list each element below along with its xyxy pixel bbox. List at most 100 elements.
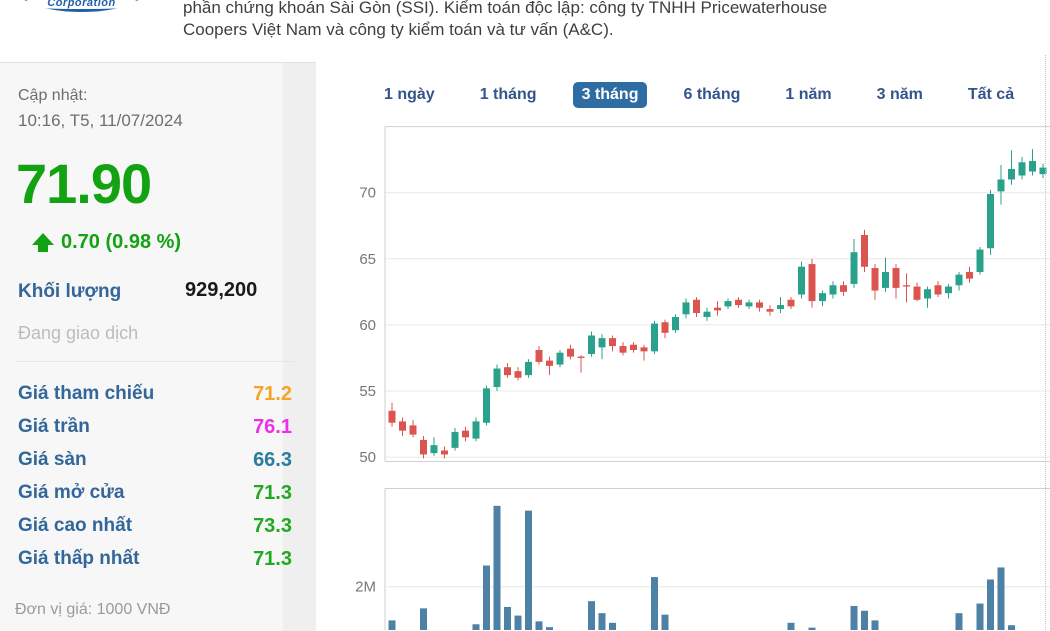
price-axis-label: 70 [359, 185, 376, 202]
candle [745, 302, 753, 307]
candle [735, 299, 742, 306]
candle [777, 305, 784, 310]
volume-bar [861, 610, 868, 630]
volume-bar [388, 620, 396, 630]
volume-bar [997, 567, 1005, 630]
volume-bar [535, 621, 543, 630]
volume-label: Khối lượng [18, 281, 122, 302]
company-logo: Corporation [18, 0, 145, 12]
candle [703, 311, 711, 317]
volume-bar [871, 620, 879, 630]
volume-bar [588, 601, 595, 630]
candle [714, 307, 721, 311]
price-row-value: 71.2 [253, 383, 292, 405]
candle [525, 361, 532, 376]
tab-1-tháng[interactable]: 1 tháng [479, 86, 537, 103]
volume-bar [514, 615, 522, 630]
candle [871, 268, 879, 291]
candle [798, 266, 805, 295]
candle [766, 309, 774, 312]
price-row-value: 76.1 [253, 416, 292, 438]
volume-bar [661, 614, 669, 630]
volume-bar [609, 622, 616, 630]
description-line-2: Coopers Việt Nam và công ty kiểm toán và… [183, 20, 614, 39]
tab-1-năm[interactable]: 1 năm [785, 86, 832, 103]
candle [829, 285, 837, 295]
candle [451, 431, 459, 448]
candle [840, 285, 847, 292]
volume-bar [987, 579, 994, 630]
candle [724, 301, 732, 307]
price-axis-label: 65 [359, 251, 376, 268]
candle [1029, 160, 1036, 172]
description-line-1: phần chứng khoán Sài Gòn (SSI). Kiểm toá… [183, 0, 828, 17]
candle [588, 335, 595, 354]
price-row-value: 66.3 [253, 449, 292, 471]
price-row: Giá thấp nhất 71.3 [0, 544, 316, 577]
price-axis-label: 60 [359, 317, 376, 334]
updated-time: 10:16, T5, 11/07/2024 [18, 111, 183, 130]
current-price: 71.90 [16, 152, 152, 215]
candle [976, 249, 984, 273]
price-row: Giá sàn 66.3 [0, 445, 316, 478]
candle [577, 356, 585, 358]
candlestick-series [388, 149, 1047, 459]
quote-panel: Cập nhật: 10:16, T5, 11/07/2024 71.90 0.… [0, 62, 316, 631]
candle [672, 316, 679, 331]
volume-bar [483, 565, 490, 630]
candle [567, 348, 574, 357]
volume-bar [651, 577, 658, 630]
price-row-label: Giá thấp nhất [18, 548, 140, 569]
candle [630, 344, 637, 351]
price-row: Giá mở cửa 71.3 [0, 478, 316, 511]
price-change: 0.70 (0.98 %) [32, 231, 181, 254]
candle [441, 450, 448, 455]
candle [1018, 162, 1026, 176]
volume-bar [504, 606, 511, 630]
tab-6-tháng[interactable]: 6 tháng [683, 86, 741, 103]
candle [609, 338, 616, 347]
tab-3-năm[interactable]: 3 năm [876, 86, 923, 103]
price-axis-label: 50 [359, 449, 376, 466]
candle [955, 274, 963, 286]
trading-status: Đang giao dịch [18, 323, 139, 343]
candle [693, 299, 700, 314]
candle [756, 302, 763, 308]
candle [409, 425, 417, 435]
candle [388, 410, 396, 423]
candle [399, 421, 406, 431]
candle [1008, 168, 1015, 180]
time-range-tabs: 1 ngày 1 tháng 3 tháng 6 tháng 1 năm 3 năm Tất… [375, 80, 1050, 110]
candle [462, 430, 469, 438]
candle [504, 367, 511, 376]
tab-Tất-cả[interactable]: Tất cả [967, 86, 1015, 103]
candle [997, 179, 1005, 192]
volume-bar [955, 613, 963, 630]
divider [15, 361, 297, 362]
price-row-value: 73.3 [253, 515, 292, 537]
volume-bar [787, 622, 795, 630]
candle [819, 293, 826, 302]
quote-panel-gutter [283, 63, 316, 631]
tab-3-tháng[interactable]: 3 tháng [572, 82, 648, 108]
price-axis-label: 55 [359, 383, 376, 400]
price-row-label: Giá sàn [18, 449, 87, 470]
price-row: Giá tham chiếu 71.2 [0, 379, 316, 412]
price-row-label: Giá tham chiếu [18, 383, 155, 404]
candle [966, 272, 973, 279]
candle [493, 368, 501, 388]
candle [787, 299, 795, 307]
tab-1-ngày[interactable]: 1 ngày [384, 86, 435, 103]
company-logo-text: Corporation [25, 0, 138, 9]
volume-bar [598, 613, 606, 630]
candle [535, 350, 543, 362]
volume-bar [525, 510, 532, 630]
candle [861, 235, 868, 267]
volume-bar [420, 608, 427, 630]
candle [945, 286, 952, 294]
candle [472, 421, 480, 439]
candle [514, 371, 522, 378]
volume-value: 929,200 [185, 279, 258, 301]
price-change-text: 0.70 (0.98 %) [61, 231, 182, 253]
candle [808, 264, 816, 302]
